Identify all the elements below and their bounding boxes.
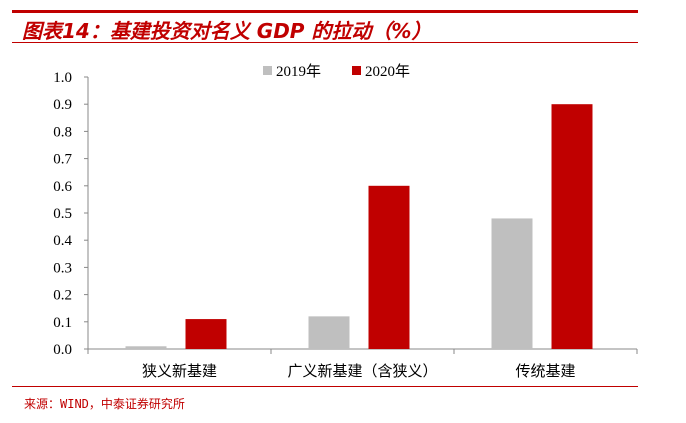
source-rule: [12, 386, 638, 387]
bar-2020年: [185, 319, 227, 349]
y-tick-label: 1.0: [53, 70, 72, 86]
y-tick-label: 0.2: [53, 288, 72, 304]
bar-2020年: [551, 104, 593, 349]
bar-2020年: [368, 185, 410, 349]
y-tick-label: 0.1: [53, 315, 72, 331]
x-tick-label: 广义新基建（含狭义）: [287, 362, 437, 380]
x-tick-label: 狭义新基建: [142, 362, 217, 380]
x-tick-label: 传统基建: [515, 362, 575, 380]
y-tick-label: 0.9: [53, 97, 72, 113]
bar-2019年: [125, 346, 167, 349]
legend-label: 2020年: [365, 63, 410, 80]
source-note: 来源：WIND，中泰证券研究所: [24, 397, 185, 411]
bar-2019年: [308, 316, 350, 349]
y-tick-label: 0.0: [53, 342, 72, 358]
y-tick-label: 0.5: [53, 206, 72, 222]
y-tick-label: 0.8: [53, 124, 72, 140]
top-rule: [12, 10, 638, 13]
y-tick-label: 0.3: [53, 260, 72, 276]
y-tick-label: 0.4: [53, 233, 72, 249]
legend-label: 2019年: [276, 63, 321, 80]
y-tick-label: 0.7: [53, 152, 72, 168]
bar-2019年: [491, 218, 533, 349]
legend-swatch: [352, 66, 361, 75]
y-tick-label: 0.6: [53, 179, 72, 195]
legend-swatch: [263, 66, 272, 75]
figure-title: 图表14：基建投资对名义 GDP 的拉动（%）: [22, 19, 432, 43]
title-rule: [12, 42, 638, 43]
